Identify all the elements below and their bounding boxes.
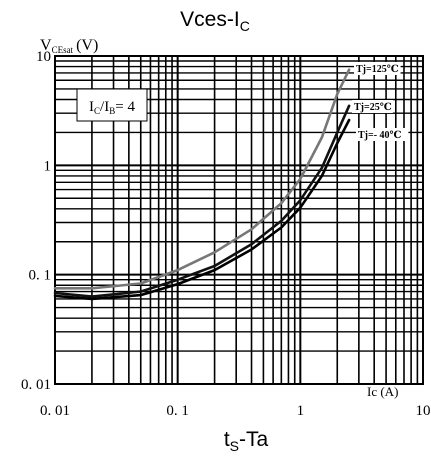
y-tick-label: 10	[36, 49, 51, 65]
series-line	[53, 68, 351, 290]
series-label-bg	[352, 100, 393, 113]
series-label: Tj=25℃	[354, 102, 392, 113]
y-axis-unit: (V)	[76, 37, 98, 54]
x-tick-label: 0. 1	[166, 403, 189, 419]
y-tick-label: 0. 01	[21, 377, 51, 393]
series-line	[53, 118, 351, 301]
x-tick-label: 1	[297, 403, 305, 419]
series-label-bg	[356, 128, 409, 141]
y-tick-label: 1	[44, 158, 52, 174]
annotation-box	[76, 88, 148, 122]
series-labels: Tj=125℃ Tj=25℃ Tj=- 40℃	[352, 62, 409, 141]
y-axis-label-subscript: CEsat	[52, 45, 74, 55]
x-tick-label: 0. 01	[40, 403, 70, 419]
chart-title-subscript: C	[240, 18, 250, 34]
series-label: Tj=- 40℃	[358, 130, 402, 141]
series-line	[53, 104, 351, 298]
chart-subtitle: tS-Ta	[224, 428, 269, 454]
series-label-bg	[354, 62, 401, 75]
annotation-text: IC/IB= 4	[89, 99, 135, 116]
x-tick-label: 10	[416, 403, 431, 419]
chart-subtitle-subscript: S	[230, 438, 239, 454]
x-axis-label: Ic (A)	[367, 384, 398, 399]
y-tick-label: 0. 1	[29, 268, 52, 284]
chart-title: Vces-IC	[180, 8, 250, 34]
plot-frame	[54, 55, 424, 385]
series-label: Tj=125℃	[356, 64, 399, 75]
series-layer	[53, 68, 351, 301]
tick-labels: 0. 01 0. 1 1 10 10 1 0. 1 0. 01	[21, 49, 431, 419]
y-axis-label: VCEsat (V)	[40, 37, 98, 55]
